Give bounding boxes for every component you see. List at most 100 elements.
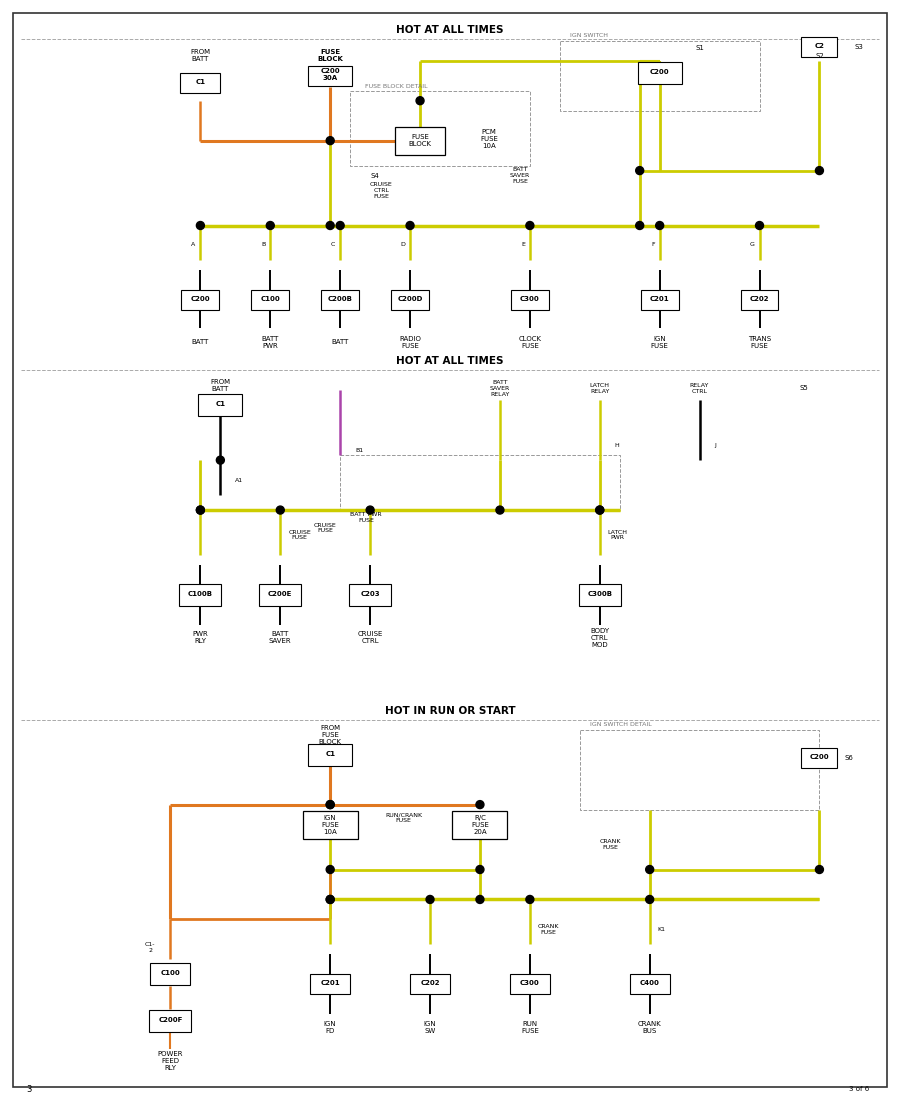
Text: IGN
SW: IGN SW xyxy=(424,1021,436,1034)
Text: BODY
CTRL
MOD: BODY CTRL MOD xyxy=(590,628,609,648)
Bar xyxy=(630,975,670,994)
Circle shape xyxy=(635,221,644,230)
Circle shape xyxy=(596,506,604,514)
Circle shape xyxy=(337,221,344,230)
Text: IGN
FUSE: IGN FUSE xyxy=(651,336,669,349)
Text: C200B: C200B xyxy=(328,296,353,303)
Circle shape xyxy=(476,866,484,873)
Bar xyxy=(560,41,760,111)
Text: CLOCK
FUSE: CLOCK FUSE xyxy=(518,336,542,349)
Text: TRANS
FUSE: TRANS FUSE xyxy=(748,336,771,349)
Text: C100: C100 xyxy=(160,970,180,977)
Text: C100B: C100B xyxy=(188,591,213,597)
Bar xyxy=(580,729,819,810)
Text: C200: C200 xyxy=(810,754,829,760)
Text: IGN
FUSE
10A: IGN FUSE 10A xyxy=(321,815,339,835)
Circle shape xyxy=(266,221,274,230)
Text: PCM
FUSE
10A: PCM FUSE 10A xyxy=(480,129,498,149)
Text: S2: S2 xyxy=(815,53,824,58)
Bar xyxy=(321,290,359,310)
Text: S3: S3 xyxy=(855,44,864,50)
Bar xyxy=(410,975,450,994)
Bar xyxy=(510,975,550,994)
Text: A1: A1 xyxy=(235,477,244,483)
Text: J: J xyxy=(715,442,716,448)
Text: BATT
SAVER: BATT SAVER xyxy=(269,631,292,645)
Text: C200: C200 xyxy=(650,68,670,75)
Circle shape xyxy=(326,221,334,230)
Text: IGN SWITCH DETAIL: IGN SWITCH DETAIL xyxy=(590,722,652,727)
Text: 3 of 6: 3 of 6 xyxy=(849,1086,869,1092)
Bar xyxy=(179,584,221,606)
Text: PWR
RLY: PWR RLY xyxy=(193,631,208,645)
Bar xyxy=(802,36,837,57)
Circle shape xyxy=(216,456,224,464)
Text: C300B: C300B xyxy=(588,591,612,597)
Text: C1: C1 xyxy=(195,79,205,85)
Circle shape xyxy=(196,506,204,514)
Circle shape xyxy=(645,895,653,903)
Text: E: E xyxy=(521,242,525,248)
Text: FUSE BLOCK DETAIL: FUSE BLOCK DETAIL xyxy=(365,84,428,89)
Bar xyxy=(310,975,350,994)
Text: C200: C200 xyxy=(191,296,211,303)
Text: FUSE
BLOCK: FUSE BLOCK xyxy=(317,50,343,63)
Text: F: F xyxy=(651,242,654,248)
Circle shape xyxy=(645,866,653,873)
Circle shape xyxy=(196,221,204,230)
Text: C400: C400 xyxy=(640,980,660,987)
Text: 3: 3 xyxy=(26,1085,32,1093)
Text: HOT IN RUN OR START: HOT IN RUN OR START xyxy=(384,706,516,716)
Circle shape xyxy=(596,506,604,514)
Bar xyxy=(395,126,445,155)
Bar xyxy=(349,584,392,606)
Circle shape xyxy=(326,801,334,808)
Circle shape xyxy=(815,866,824,873)
Bar xyxy=(308,66,352,86)
Text: FROM
BATT: FROM BATT xyxy=(190,50,211,63)
Bar xyxy=(511,290,549,310)
Circle shape xyxy=(635,166,644,175)
Text: C: C xyxy=(331,242,335,248)
Text: A: A xyxy=(191,242,195,248)
Circle shape xyxy=(526,895,534,903)
Text: CRUISE
FUSE: CRUISE FUSE xyxy=(314,522,337,534)
Text: C201: C201 xyxy=(650,296,670,303)
Text: POWER
FEED
RLY: POWER FEED RLY xyxy=(158,1052,184,1071)
Circle shape xyxy=(476,895,484,903)
Text: BATT
SAVER
RELAY: BATT SAVER RELAY xyxy=(490,379,510,396)
Circle shape xyxy=(326,895,334,903)
Text: BATT: BATT xyxy=(331,339,349,345)
Circle shape xyxy=(326,866,334,873)
Text: K1: K1 xyxy=(658,927,666,932)
Text: G: G xyxy=(750,242,754,248)
Circle shape xyxy=(496,506,504,514)
Bar xyxy=(180,73,220,92)
Text: C1: C1 xyxy=(215,402,225,407)
Text: C300: C300 xyxy=(520,296,540,303)
Circle shape xyxy=(406,221,414,230)
Text: C202: C202 xyxy=(420,980,440,987)
Text: BATT: BATT xyxy=(192,339,209,345)
Text: CRUISE
FUSE: CRUISE FUSE xyxy=(288,529,311,540)
Text: LATCH
RELAY: LATCH RELAY xyxy=(590,383,610,394)
Text: IGN
FD: IGN FD xyxy=(324,1021,337,1034)
Text: D: D xyxy=(400,242,405,248)
Text: H: H xyxy=(615,442,619,448)
Bar xyxy=(198,394,242,416)
Circle shape xyxy=(755,221,763,230)
Text: C2: C2 xyxy=(814,43,824,48)
Bar xyxy=(641,290,679,310)
Text: HOT AT ALL TIMES: HOT AT ALL TIMES xyxy=(396,25,504,35)
Text: B: B xyxy=(261,242,266,248)
Text: C1-
2: C1- 2 xyxy=(145,942,156,953)
Circle shape xyxy=(416,97,424,104)
Text: C100: C100 xyxy=(260,296,280,303)
Text: C200F: C200F xyxy=(158,1018,183,1023)
Circle shape xyxy=(366,506,374,514)
Text: RUN
FUSE: RUN FUSE xyxy=(521,1021,539,1034)
Text: C200
30A: C200 30A xyxy=(320,68,340,81)
Text: C200D: C200D xyxy=(398,296,423,303)
Bar xyxy=(340,455,620,510)
Bar xyxy=(392,290,429,310)
